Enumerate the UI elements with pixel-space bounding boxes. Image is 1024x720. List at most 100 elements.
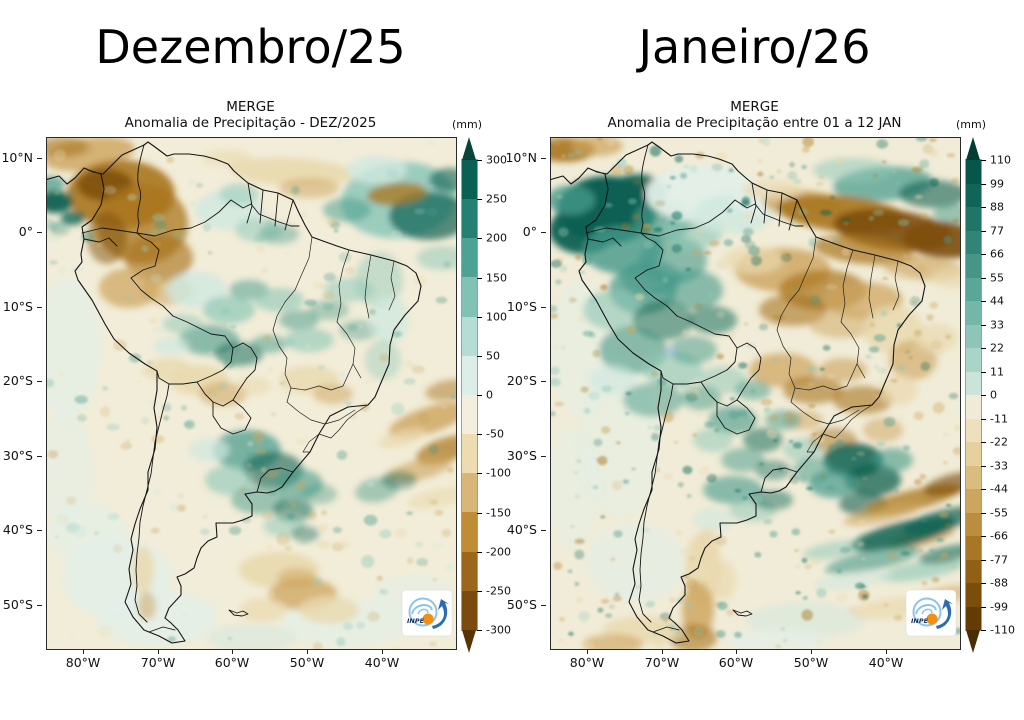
x-tick-label: 40°W xyxy=(364,655,400,670)
colorbar-tick-mark xyxy=(477,434,482,436)
colorbar-tick-mark xyxy=(477,630,482,631)
colorbar-tick-mark xyxy=(981,207,986,208)
colorbar-segment xyxy=(462,473,477,513)
colorbar-segment xyxy=(462,199,477,239)
axis-tick-mark xyxy=(37,307,42,308)
x-tick-label: 60°W xyxy=(214,655,250,670)
map-title-line1: MERGE xyxy=(730,99,779,115)
colorbar-segment xyxy=(462,551,477,591)
svg-text:INPE: INPE xyxy=(911,617,929,625)
colorbar-tick-label: -100 xyxy=(486,466,511,480)
colorbar-tick-label: 300 xyxy=(486,153,507,167)
colorbar-ticks: 300 250 200 150 100 50 0 -50 -100 -150 -200 -250 -30… xyxy=(477,154,519,637)
colorbar-tick-label: 44 xyxy=(990,294,1004,308)
colorbar-tick-label: -300 xyxy=(486,623,511,637)
colorbar-tick-label: 33 xyxy=(990,318,1004,331)
panel-heading: Dezembro/25 xyxy=(95,20,406,74)
x-axis-ticks: 80°W 70°W 60°W 50°W 40°W xyxy=(46,648,455,678)
colorbar-tick-label: 55 xyxy=(990,271,1004,284)
x-axis-ticks: 80°W 70°W 60°W 50°W 40°W xyxy=(550,648,959,678)
axis-tick-mark xyxy=(736,649,737,654)
colorbar-tick-label: 11 xyxy=(990,365,1004,378)
axis-tick-mark xyxy=(37,605,42,606)
colorbar-tick-label: 110 xyxy=(990,153,1011,167)
colorbar-tick-mark xyxy=(477,512,482,514)
colorbar-tick-mark xyxy=(981,418,986,420)
colorbar-segment xyxy=(966,442,981,466)
colorbar-tick-mark xyxy=(981,230,986,232)
colorbar-tick-label: -150 xyxy=(486,506,511,519)
axis-tick-mark xyxy=(541,158,546,159)
x-tick-label: 80°W xyxy=(65,655,101,670)
colorbar-tick-mark xyxy=(477,199,482,201)
y-tick-label: 30°S xyxy=(2,448,33,463)
colorbar-tick-label: 66 xyxy=(990,247,1004,261)
colorbar-tick-mark xyxy=(981,348,986,349)
colorbar-unit: (mm) xyxy=(956,118,987,131)
colorbar-segment xyxy=(966,489,981,513)
x-tick-label: 50°W xyxy=(793,655,829,670)
axis-tick-mark xyxy=(541,605,546,606)
axis-tick-mark xyxy=(37,530,42,531)
axis-tick-mark xyxy=(83,649,84,654)
colorbar-tick-label: 250 xyxy=(486,192,507,206)
map-title-line2: Anomalia de Precipitação - DEZ/2025 xyxy=(124,115,377,132)
colorbar-tick-label: -250 xyxy=(486,584,511,598)
axis-tick-mark xyxy=(886,649,887,654)
colorbar-tick-mark xyxy=(477,355,482,357)
axis-tick-mark xyxy=(158,649,159,654)
colorbar-segment xyxy=(966,512,981,536)
colorbar-tick-label: 200 xyxy=(486,231,507,245)
colorbar-tick-label: -11 xyxy=(990,412,1008,425)
axis-tick-mark xyxy=(587,649,588,654)
x-tick-label: 40°W xyxy=(868,655,904,670)
colorbar-tick-mark xyxy=(981,465,986,467)
colorbar-tick-mark xyxy=(981,160,986,161)
colorbar-arrow-bottom xyxy=(462,630,476,653)
colorbar-segment xyxy=(966,418,981,442)
colorbar-arrow-top xyxy=(462,137,476,160)
panel-dezembro: Dezembro/25 MERGE Anomalia de Precipitaç… xyxy=(1,20,519,678)
colorbar-segment xyxy=(966,324,981,348)
colorbar-tick-label: -200 xyxy=(486,545,511,559)
y-tick-label: 0° xyxy=(522,224,537,239)
axis-tick-mark xyxy=(37,232,42,233)
colorbar-tick-label: 0 xyxy=(486,388,493,402)
axis-tick-mark xyxy=(541,530,546,531)
colorbar-tick-mark xyxy=(981,395,986,396)
colorbar-tick-label: 99 xyxy=(990,177,1004,190)
y-tick-label: 20°S xyxy=(2,373,33,388)
colorbar-tick-label: 77 xyxy=(990,224,1004,237)
colorbar-tick-mark xyxy=(477,277,482,279)
colorbar-tick-label: -55 xyxy=(990,506,1008,519)
y-tick-label: 40°S xyxy=(506,522,537,537)
colorbar-tick-mark xyxy=(981,630,986,631)
colorbar-tick-mark xyxy=(981,489,986,490)
colorbar-tick-mark xyxy=(477,316,482,318)
colorbar-tick-label: -77 xyxy=(990,553,1008,566)
colorbar-tick-label: -44 xyxy=(990,482,1008,496)
colorbar-tick-label: -99 xyxy=(990,600,1008,613)
colorbar-tick-label: 100 xyxy=(486,310,507,324)
y-tick-label: 10°S xyxy=(506,299,537,314)
y-tick-label: 30°S xyxy=(506,448,537,463)
colorbar-segment xyxy=(966,301,981,325)
colorbar-segment xyxy=(462,355,477,395)
colorbar-tick-mark xyxy=(981,324,986,326)
colorbar-segment xyxy=(462,238,477,278)
svg-text:INPE: INPE xyxy=(407,617,425,625)
colorbar-tick-mark xyxy=(477,160,482,161)
colorbar-tick-mark xyxy=(477,238,482,240)
colorbar-tick-label: -33 xyxy=(990,459,1008,472)
axis-tick-mark xyxy=(382,649,383,654)
y-tick-label: 40°S xyxy=(2,522,33,537)
colorbar-tick-mark xyxy=(477,551,482,553)
colorbar-tick-mark xyxy=(981,301,986,302)
colorbar-tick-label: -88 xyxy=(990,576,1008,590)
panel-heading: Janeiro/26 xyxy=(638,20,871,74)
axis-tick-mark xyxy=(541,307,546,308)
colorbar-body xyxy=(965,159,982,631)
colorbar-ticks: 110 99 88 77 66 55 44 33 22 11 0 -11 -22 -33 -44 -55 -66… xyxy=(981,154,1023,637)
colorbar-segment xyxy=(462,316,477,356)
axis-tick-mark xyxy=(662,649,663,654)
